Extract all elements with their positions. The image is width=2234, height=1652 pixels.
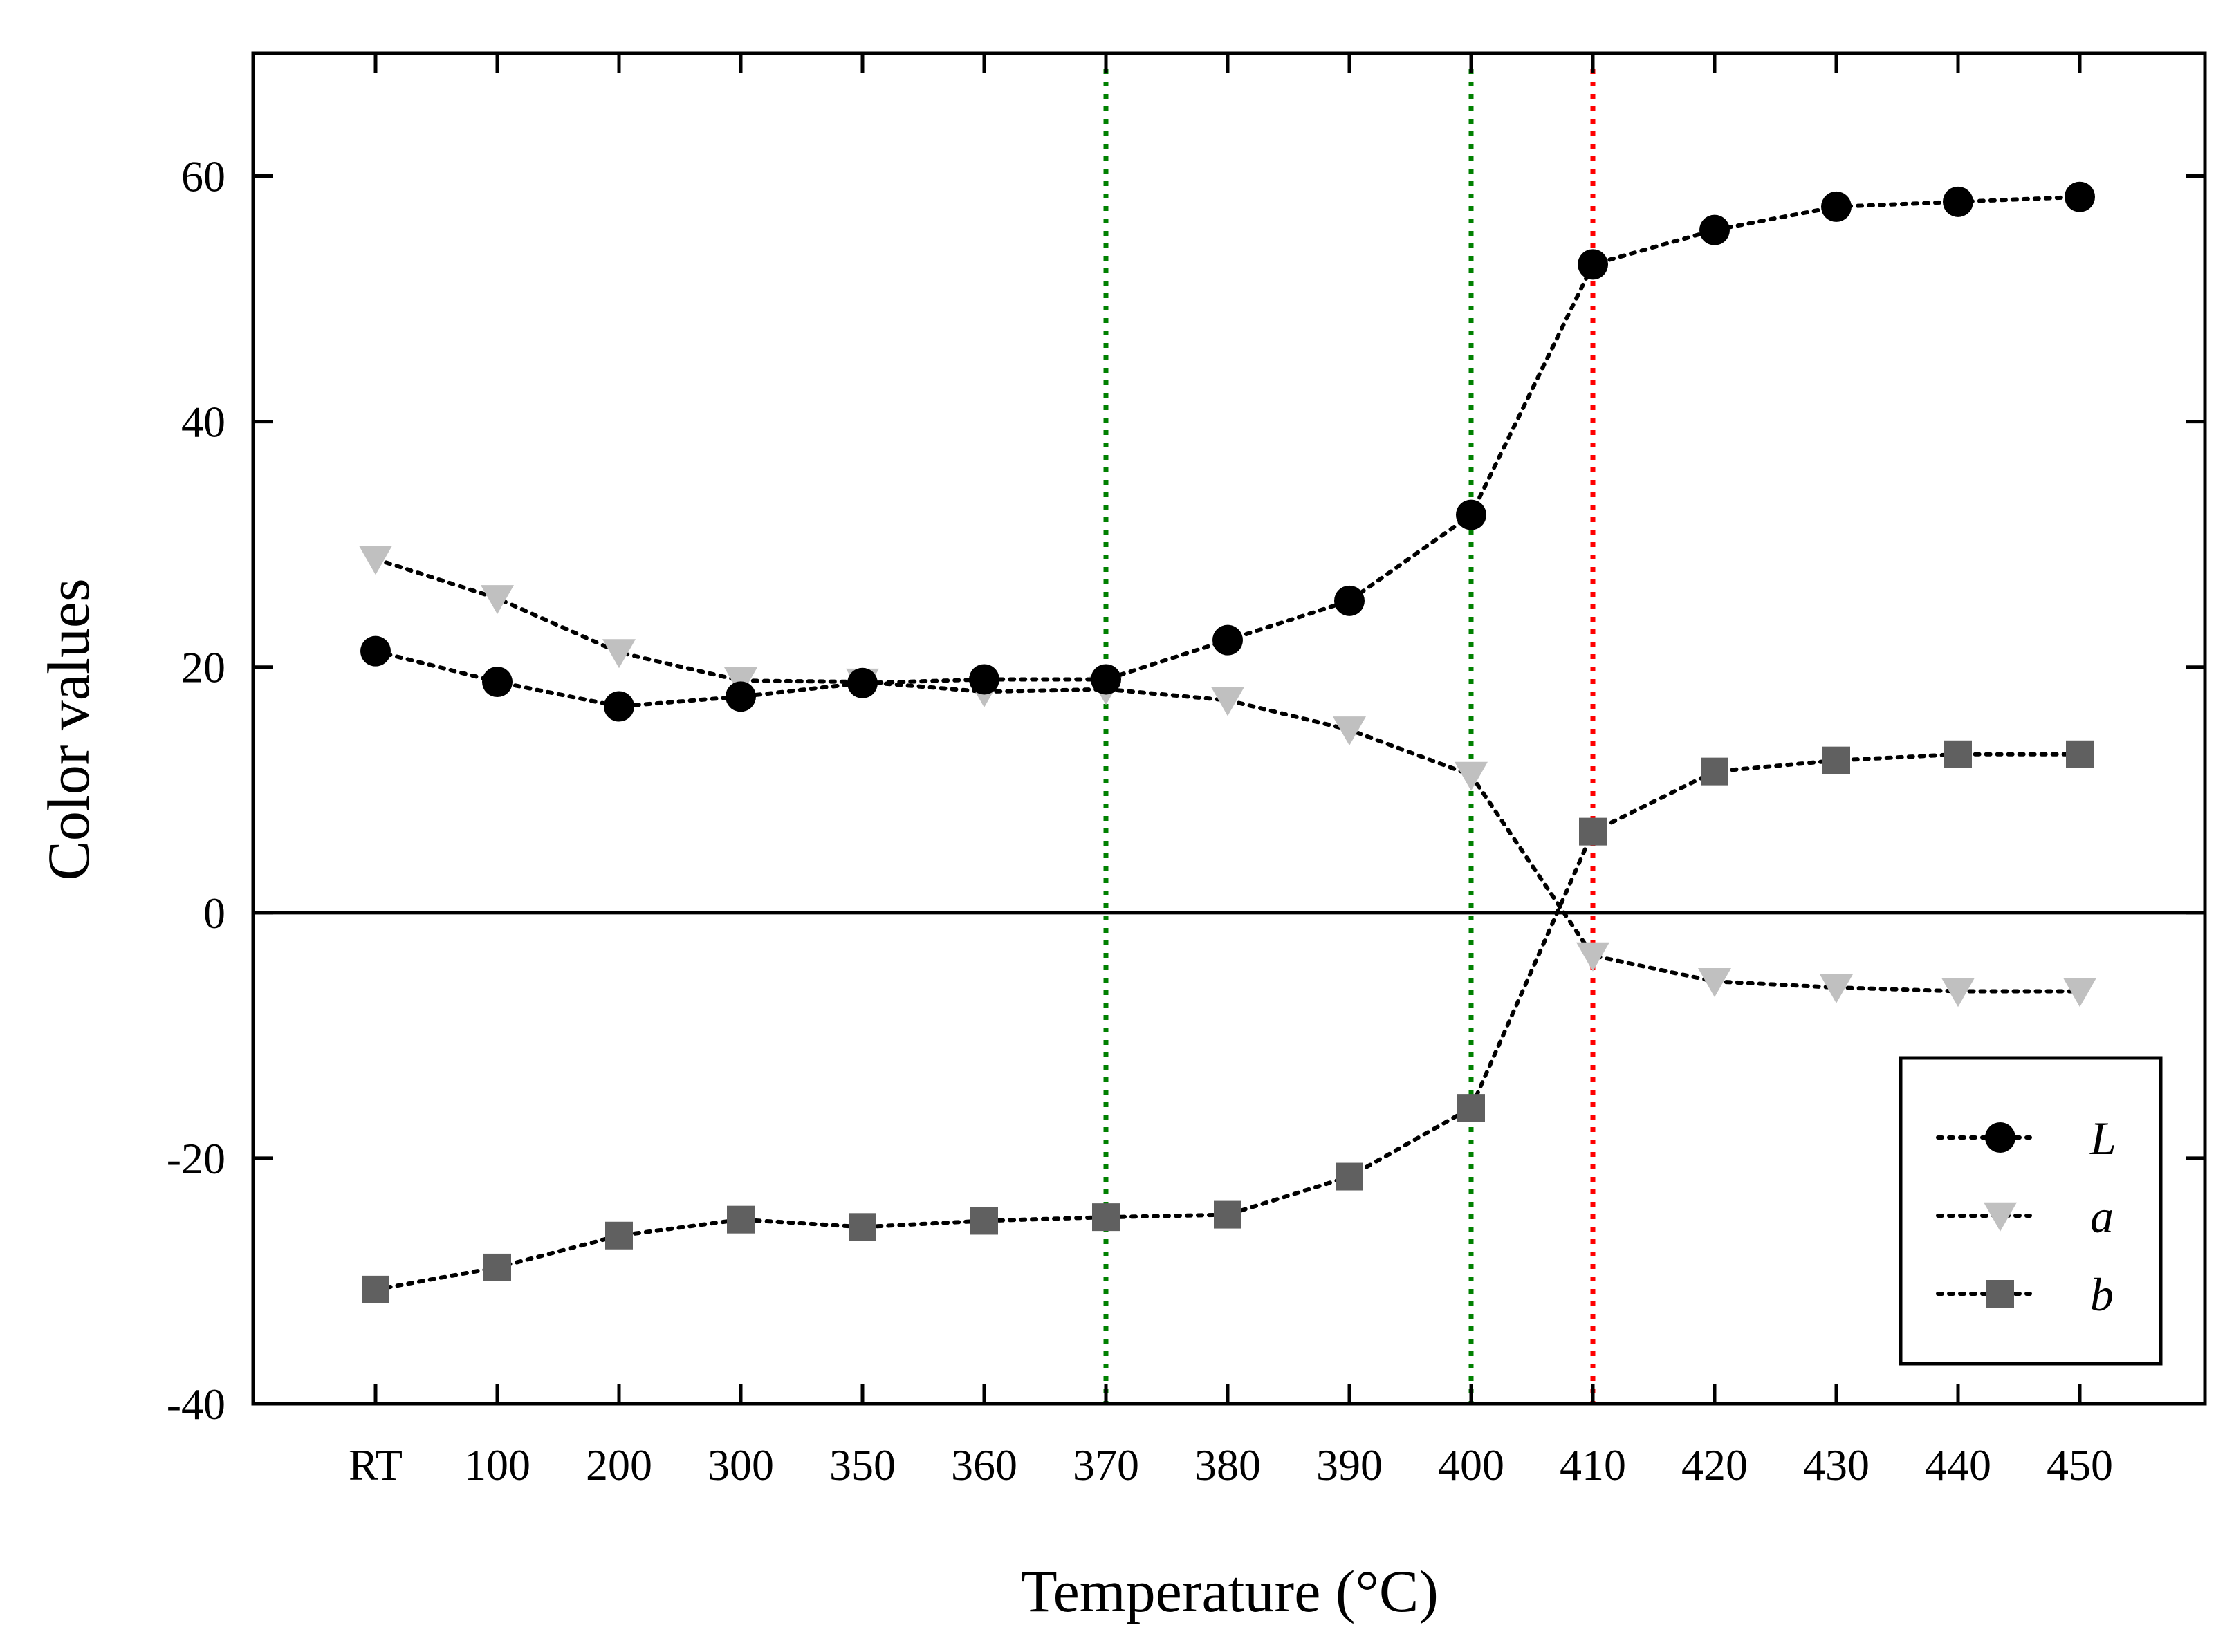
legend-label-b: b <box>2090 1268 2114 1321</box>
x-axis-title: Temperature (°C) <box>1021 1558 1439 1624</box>
point-b-360 <box>970 1207 998 1235</box>
point-a-380 <box>1211 687 1244 716</box>
y-tick-label: 40 <box>181 398 225 447</box>
point-L-370 <box>1091 664 1121 695</box>
y-tick-label: 0 <box>203 889 225 938</box>
x-tick-label: 100 <box>464 1440 530 1489</box>
point-b-350 <box>849 1213 876 1241</box>
x-tick-label: 300 <box>708 1440 774 1489</box>
point-a-100 <box>481 585 514 615</box>
point-b-200 <box>605 1221 633 1250</box>
series-b <box>362 740 2094 1303</box>
legend: Lab <box>1899 1056 2163 1366</box>
x-tick-label: 360 <box>951 1440 1017 1489</box>
point-L-300 <box>726 681 756 712</box>
point-a-390 <box>1333 716 1366 746</box>
y-tick-label: 20 <box>181 643 225 692</box>
point-b-RT <box>362 1275 389 1303</box>
point-a-450 <box>2063 978 2096 1008</box>
legend-label-L: L <box>2089 1112 2116 1164</box>
series-line-b <box>373 752 2082 1292</box>
point-a-410 <box>1576 942 1609 972</box>
point-L-430 <box>1821 191 1852 222</box>
legend-marker-a <box>1984 1202 2017 1232</box>
x-tick-label: 370 <box>1073 1440 1139 1489</box>
legend-marker-L <box>1985 1122 2015 1153</box>
point-b-300 <box>727 1205 755 1234</box>
point-a-440 <box>1941 978 1975 1008</box>
point-L-RT <box>360 635 391 667</box>
point-a-400 <box>1455 761 1488 791</box>
point-b-400 <box>1457 1094 1485 1122</box>
point-L-440 <box>1943 186 1973 217</box>
x-tick-label: RT <box>349 1440 403 1489</box>
point-b-410 <box>1579 817 1607 846</box>
point-b-450 <box>2066 740 2094 768</box>
legend-item-a: a <box>1936 1190 2114 1243</box>
point-a-430 <box>1820 974 1853 1003</box>
point-L-360 <box>969 664 999 695</box>
legend-label-a: a <box>2090 1190 2114 1243</box>
legend-marker-b <box>1986 1280 2014 1308</box>
x-tick-label: 390 <box>1316 1440 1383 1489</box>
x-tick-label: 450 <box>2047 1440 2113 1489</box>
x-tick-label: 420 <box>1681 1440 1748 1489</box>
point-b-420 <box>1701 757 1728 786</box>
point-L-420 <box>1699 214 1730 245</box>
point-b-390 <box>1336 1162 1363 1191</box>
reference-lines <box>1103 69 1596 1404</box>
y-tick-label: -20 <box>167 1134 225 1183</box>
y-tick-label: -40 <box>167 1380 225 1429</box>
x-tick-label: 200 <box>586 1440 652 1489</box>
legend-box <box>1899 1056 2163 1366</box>
x-tick-label: 380 <box>1194 1440 1261 1489</box>
point-L-350 <box>847 667 878 698</box>
series <box>359 181 2096 1303</box>
y-tick-label: 60 <box>181 152 225 201</box>
x-tick-label: 440 <box>1925 1440 1991 1489</box>
x-axis: RT 100 200 300 350 360 370 380 390 400 410 420 430 44… <box>349 53 2113 1489</box>
point-L-400 <box>1456 499 1486 530</box>
series-L <box>360 181 2095 722</box>
point-b-440 <box>1944 740 1972 768</box>
point-b-100 <box>483 1253 511 1281</box>
point-L-100 <box>482 667 513 698</box>
point-a-420 <box>1698 968 1731 998</box>
point-b-430 <box>1822 746 1850 774</box>
x-tick-label: 410 <box>1560 1440 1626 1489</box>
point-L-410 <box>1578 249 1608 280</box>
x-tick-label: 430 <box>1803 1440 1870 1489</box>
y-axis: -40 -20 0 20 40 60 <box>167 152 2205 1429</box>
point-a-200 <box>602 639 636 669</box>
point-b-380 <box>1214 1200 1241 1229</box>
legend-item-b: b <box>1936 1268 2114 1321</box>
point-b-370 <box>1092 1203 1120 1232</box>
point-L-380 <box>1212 624 1243 656</box>
legend-item-L: L <box>1936 1112 2116 1164</box>
point-a-RT <box>359 546 392 575</box>
point-L-200 <box>604 691 634 722</box>
x-tick-label: 400 <box>1438 1440 1504 1489</box>
point-L-390 <box>1334 585 1365 616</box>
point-L-450 <box>2065 181 2095 212</box>
y-axis-title: Color values <box>35 578 102 880</box>
x-tick-label: 350 <box>829 1440 896 1489</box>
